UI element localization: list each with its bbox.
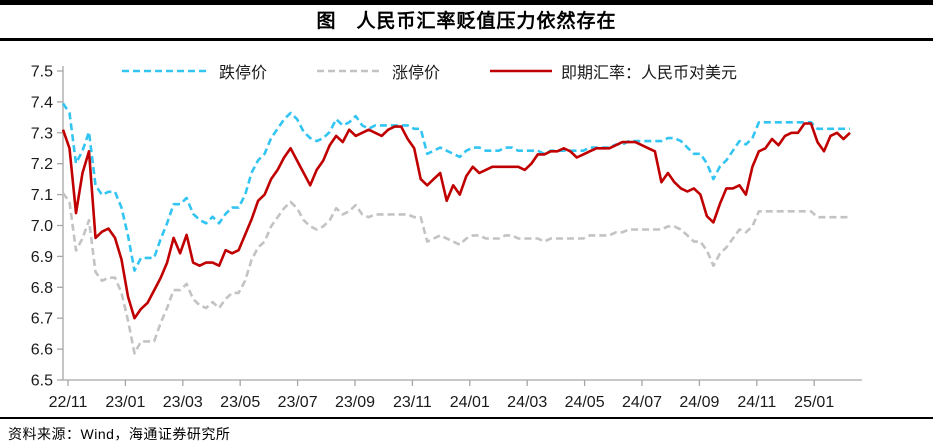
figure-title: 图 人民币汇率贬值压力依然存在 xyxy=(316,11,617,32)
y-tick-label: 6.7 xyxy=(31,311,53,328)
legend: 跌停价 涨停价 即期汇率：人民币对美元 xyxy=(122,59,737,83)
x-tick-label: 24/11 xyxy=(737,394,776,411)
x-tick-label: 24/05 xyxy=(565,394,605,411)
x-tick-label: 24/09 xyxy=(679,394,719,411)
x-tick-label: 23/07 xyxy=(278,394,318,411)
title-rule xyxy=(0,38,933,41)
x-tick-label: 23/03 xyxy=(163,394,203,411)
legend-label-spot-rate: 即期汇率：人民币对美元 xyxy=(561,65,738,82)
limit-up-line-icon xyxy=(317,69,384,73)
x-tick-label: 22/11 xyxy=(49,394,88,411)
spot-rate-line-icon xyxy=(490,69,553,73)
x-tick-label: 24/07 xyxy=(622,394,662,411)
x-tick-label: 24/01 xyxy=(450,394,490,411)
legend-item-limit-down: 跌停价 xyxy=(122,59,267,83)
y-tick-label: 6.9 xyxy=(31,249,53,266)
series-lower_band-line xyxy=(61,192,850,355)
y-tick-label: 7.0 xyxy=(31,218,53,235)
y-tick-label: 7.2 xyxy=(31,156,53,173)
legend-label-limit-up: 涨停价 xyxy=(392,65,441,82)
y-tick-label: 6.8 xyxy=(31,280,53,297)
y-tick-label: 7.5 xyxy=(31,64,53,81)
legend-item-spot-rate: 即期汇率：人民币对美元 xyxy=(490,59,737,83)
source-note: 资料来源：Wind，海通证券研究所 xyxy=(8,426,231,442)
legend-item-limit-up: 涨停价 xyxy=(317,59,440,83)
x-tick-label: 25/01 xyxy=(794,394,834,411)
y-tick-label: 6.6 xyxy=(31,342,53,359)
y-tick-label: 6.5 xyxy=(31,373,53,390)
x-tick-label: 23/01 xyxy=(105,394,145,411)
x-tick-label: 23/05 xyxy=(220,394,260,411)
x-tick-label: 23/09 xyxy=(335,394,375,411)
chart-area: 6.5 6.6 6.7 6.8 6.9 7.0 7.1 7.2 7.3 7.4 7.5 22/11 23… xyxy=(0,41,933,415)
y-tick-label: 7.4 xyxy=(31,94,53,111)
y-tick-label: 7.1 xyxy=(31,187,53,204)
exchange-rate-chart: 6.5 6.6 6.7 6.8 6.9 7.0 7.1 7.2 7.3 7.4 7.5 22/11 23… xyxy=(31,64,862,411)
series-spot-line xyxy=(61,122,851,320)
top-rule xyxy=(0,0,933,5)
legend-label-limit-down: 跌停价 xyxy=(219,65,268,82)
limit-down-line-icon xyxy=(122,69,210,73)
x-tick-label: 23/11 xyxy=(393,394,432,411)
x-tick-label: 24/03 xyxy=(507,394,547,411)
y-tick-label: 7.3 xyxy=(31,125,53,142)
series-upper_band-line xyxy=(61,102,850,272)
source-rule xyxy=(0,417,933,419)
